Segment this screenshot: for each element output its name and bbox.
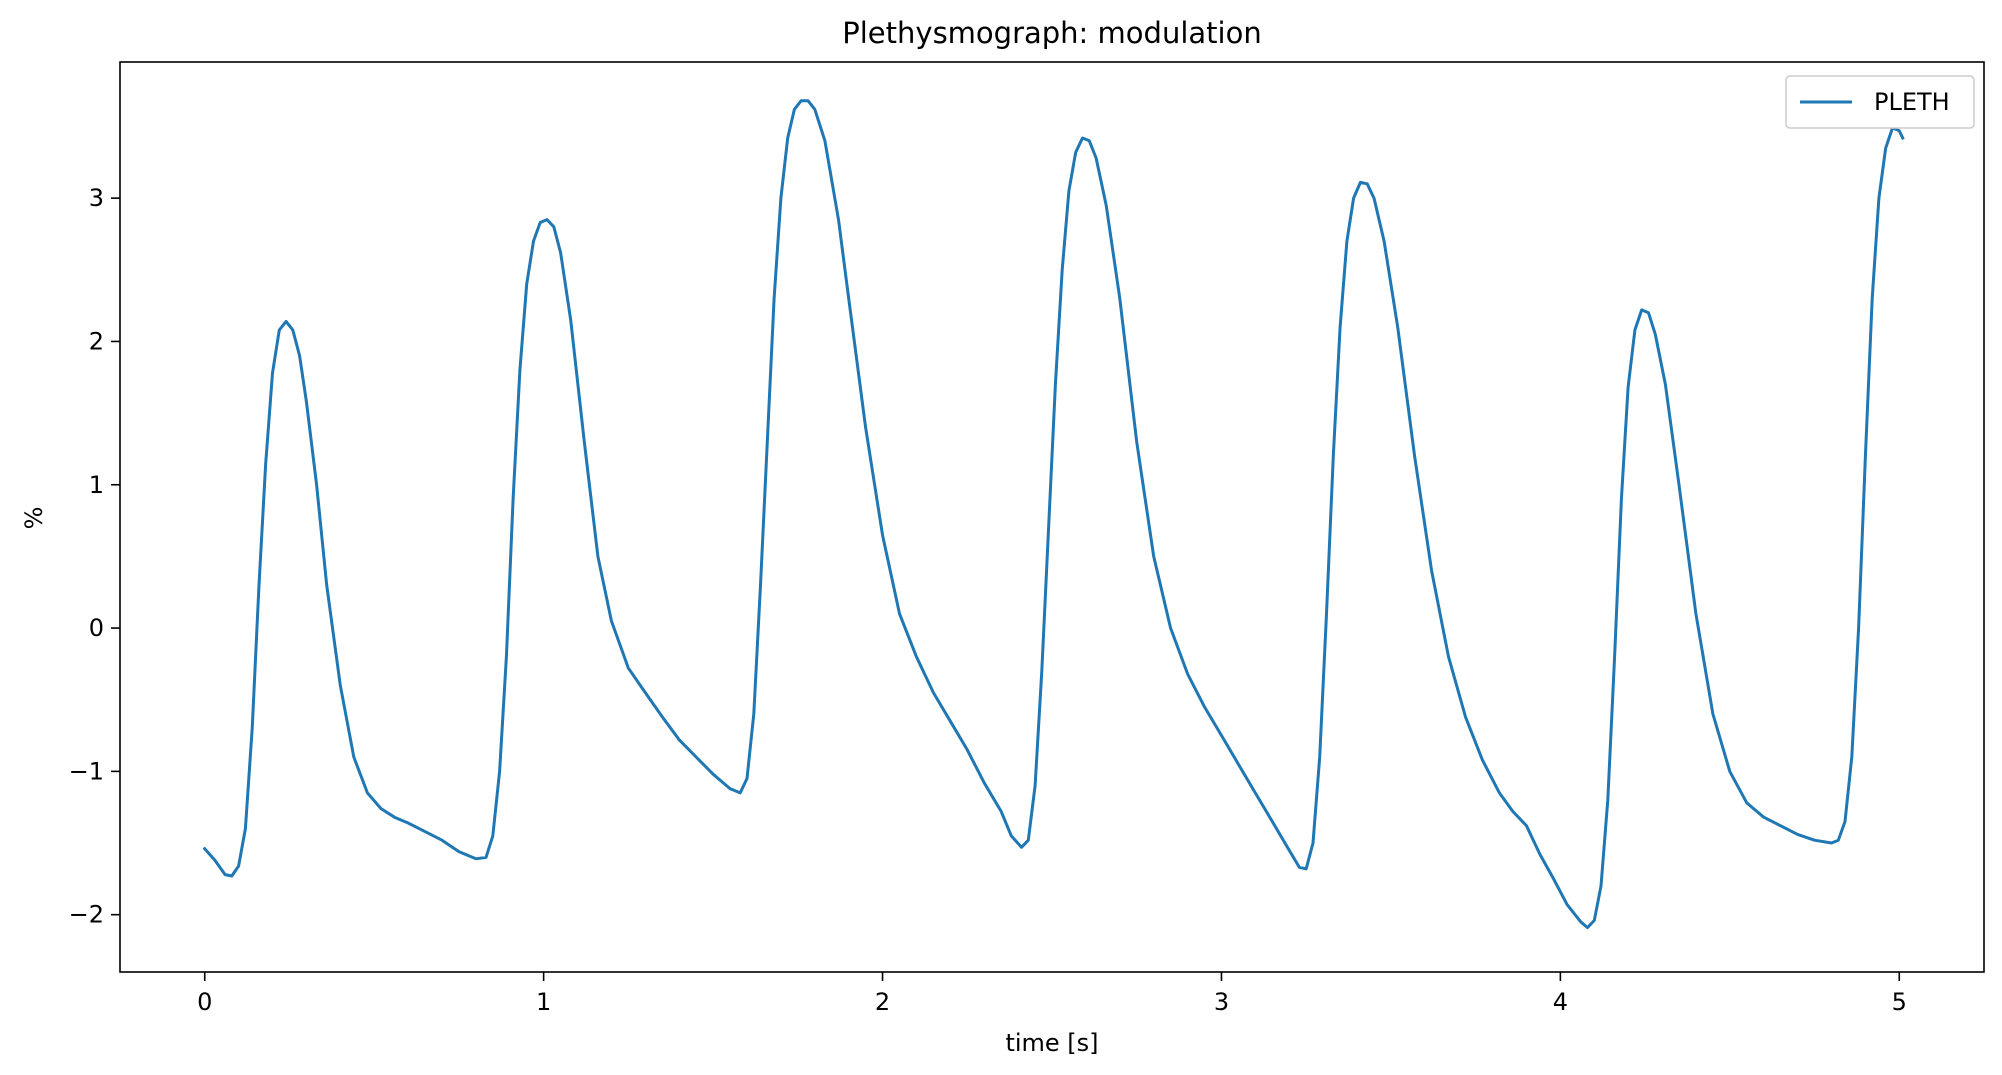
series-layer — [202, 99, 1905, 930]
legend: PLETH — [1785, 75, 1975, 129]
y-tick-label: 1 — [89, 471, 104, 499]
legend-label-pleth: PLETH — [1874, 88, 1950, 116]
series-line-pleth — [202, 99, 1905, 930]
x-axis-label: time [s] — [1005, 1029, 1098, 1057]
plot-frame — [119, 61, 1985, 973]
x-tick-label: 3 — [1214, 988, 1229, 1016]
y-axis: −2 −1 0 1 2 3 — [69, 184, 120, 929]
legend-box — [1785, 75, 1975, 129]
chart-title: Plethysmograph: modulation — [842, 16, 1261, 50]
x-tick-label: 5 — [1892, 988, 1907, 1016]
x-tick-label: 1 — [536, 988, 551, 1016]
x-tick-label: 0 — [197, 988, 212, 1016]
x-tick-label: 4 — [1553, 988, 1568, 1016]
y-tick-label: −2 — [69, 901, 104, 929]
y-tick-label: 2 — [89, 327, 104, 355]
y-tick-label: −1 — [69, 757, 104, 785]
y-axis-label: % — [20, 507, 48, 530]
y-tick-label: 0 — [89, 614, 104, 642]
y-tick-label: 3 — [89, 184, 104, 212]
x-tick-label: 2 — [875, 988, 890, 1016]
x-axis: 0 1 2 3 4 5 — [197, 972, 1907, 1016]
